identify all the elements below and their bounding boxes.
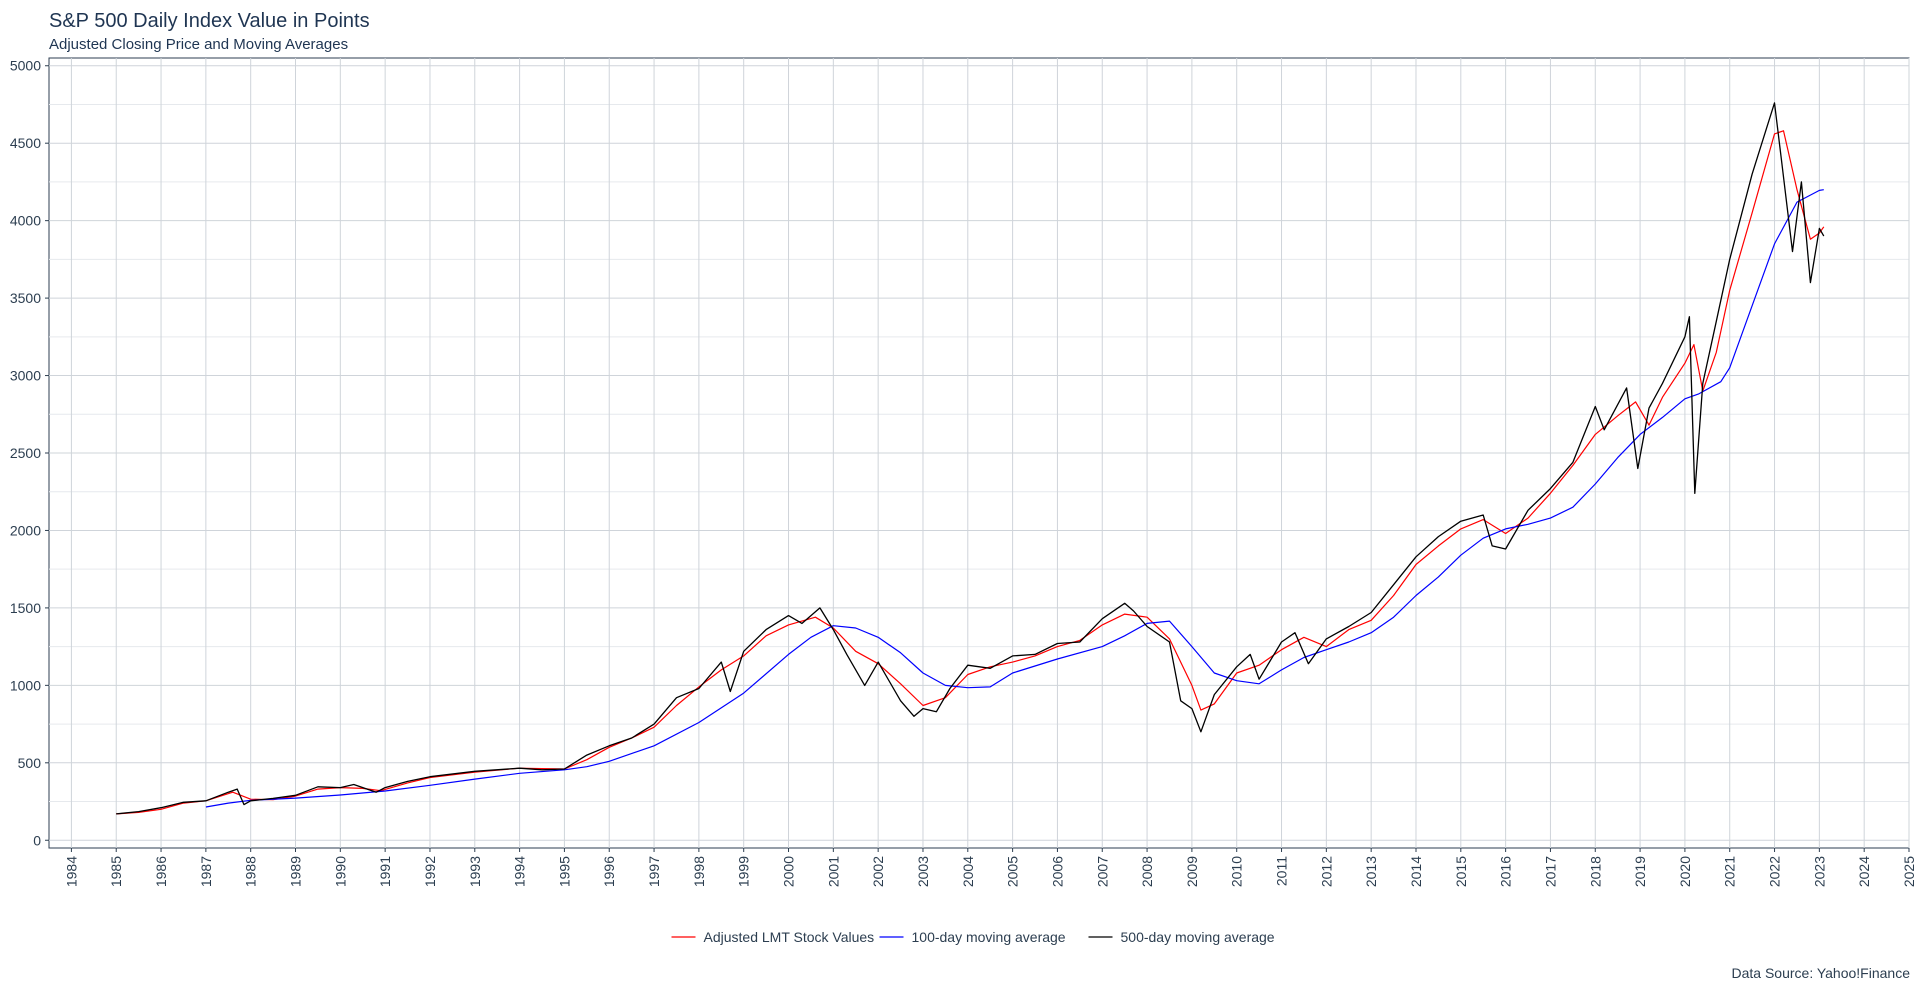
x-tick-label: 2002 [870, 856, 886, 887]
x-tick-label: 2004 [960, 856, 976, 887]
x-tick-label: 1989 [288, 856, 304, 887]
y-tick-label: 500 [18, 755, 42, 771]
y-tick-label: 1500 [10, 600, 41, 616]
legend-label-2: 100-day moving average [912, 929, 1066, 945]
chart-caption: Data Source: Yahoo!Finance [1731, 965, 1911, 981]
x-tick-label: 1994 [512, 856, 528, 887]
x-tick-label: 2025 [1901, 856, 1917, 887]
x-tick-label: 1996 [601, 856, 617, 887]
x-tick-label: 1997 [646, 856, 662, 887]
y-tick-label: 4500 [10, 135, 41, 151]
x-tick-label: 2016 [1498, 856, 1514, 887]
y-tick-label: 2500 [10, 445, 41, 461]
x-tick-label: 2008 [1139, 856, 1155, 887]
x-tick-label: 1990 [332, 856, 348, 887]
y-tick-label: 3000 [10, 368, 41, 384]
x-tick-label: 2022 [1767, 856, 1783, 887]
x-tick-label: 2018 [1587, 856, 1603, 887]
chart-subtitle: Adjusted Closing Price and Moving Averag… [49, 36, 349, 53]
y-tick-label: 5000 [10, 58, 41, 74]
x-tick-label: 2024 [1856, 856, 1872, 887]
y-tick-label: 0 [33, 832, 41, 848]
chart-title: S&P 500 Daily Index Value in Points [49, 10, 370, 32]
x-tick-label: 2012 [1318, 856, 1334, 887]
y-tick-label: 4000 [10, 213, 41, 229]
x-tick-label: 2006 [1049, 856, 1065, 887]
y-tick-label: 3500 [10, 290, 41, 306]
x-tick-label: 1995 [556, 856, 572, 887]
y-tick-label: 2000 [10, 522, 41, 538]
legend-label-1: Adjusted LMT Stock Values [704, 929, 875, 945]
x-tick-label: 1993 [467, 856, 483, 887]
x-tick-label: 2013 [1363, 856, 1379, 887]
x-tick-label: 2020 [1677, 856, 1693, 887]
x-tick-label: 2001 [825, 856, 841, 887]
series-line-1 [116, 130, 1825, 815]
x-tick-label: 2009 [1184, 856, 1200, 887]
y-tick-label: 1000 [10, 677, 41, 693]
x-tick-label: 2005 [1005, 856, 1021, 887]
series-line-3 [116, 102, 1825, 815]
x-tick-label: 1998 [691, 856, 707, 887]
legend-label-3: 500-day moving average [1121, 929, 1275, 945]
x-tick-label: 1992 [422, 856, 438, 887]
x-tick-label: 1988 [243, 856, 259, 887]
x-tick-label: 2017 [1542, 856, 1558, 887]
x-tick-label: 2019 [1632, 856, 1648, 887]
x-tick-label: 1987 [198, 856, 214, 887]
x-tick-label: 2003 [915, 856, 931, 887]
x-tick-label: 2000 [781, 856, 797, 887]
x-tick-label: 1986 [153, 856, 169, 887]
x-tick-label: 2007 [1094, 856, 1110, 887]
x-tick-label: 1984 [63, 856, 79, 887]
x-tick-label: 2014 [1408, 856, 1424, 887]
x-tick-label: 2023 [1811, 856, 1827, 887]
x-tick-label: 1991 [377, 856, 393, 887]
x-tick-label: 2021 [1722, 856, 1738, 887]
x-tick-label: 2015 [1453, 856, 1469, 887]
series-line-2 [205, 189, 1824, 808]
x-tick-label: 1999 [736, 856, 752, 887]
x-tick-label: 2010 [1229, 856, 1245, 887]
x-tick-label: 1985 [108, 856, 124, 887]
x-tick-label: 2011 [1274, 856, 1290, 886]
